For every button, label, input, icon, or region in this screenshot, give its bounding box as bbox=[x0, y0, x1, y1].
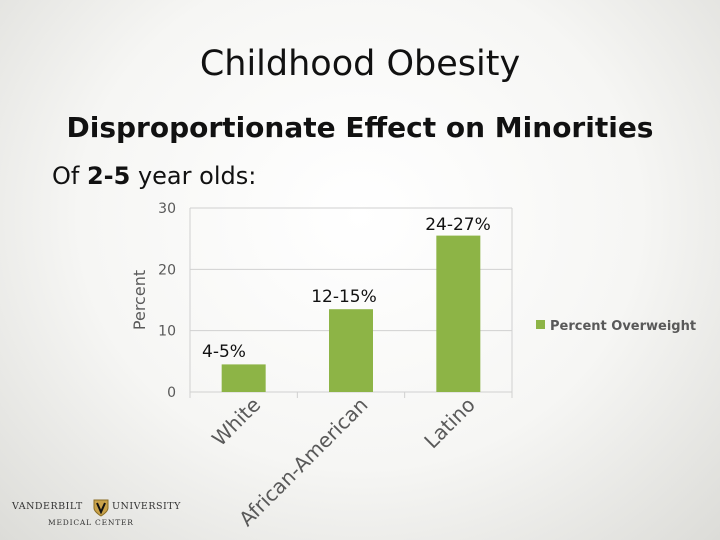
bar-latino bbox=[436, 235, 481, 392]
y-tick-label: 20 bbox=[158, 262, 176, 278]
y-tick-label: 10 bbox=[158, 324, 176, 340]
data-label-white: 4-5% bbox=[202, 342, 246, 362]
data-label-latino: 24-27% bbox=[425, 215, 491, 235]
y-tick-label: 30 bbox=[158, 201, 176, 217]
logo-right-word: UNIVERSITY bbox=[112, 501, 181, 512]
bar-white bbox=[221, 364, 266, 392]
bar-african-american bbox=[329, 309, 373, 392]
logo-bottom-text: MEDICAL CENTER bbox=[48, 518, 134, 527]
intro-age-range: 2-5 bbox=[86, 162, 131, 190]
intro-prefix: Of bbox=[52, 162, 87, 190]
slide-title: Childhood Obesity bbox=[199, 44, 521, 84]
logo-left-word: VANDERBILT bbox=[12, 501, 83, 512]
y-axis-label: Percent bbox=[130, 270, 149, 330]
intro-suffix: year olds: bbox=[130, 162, 257, 190]
legend-swatch bbox=[536, 320, 545, 329]
shield-icon bbox=[93, 499, 109, 517]
vanderbilt-logo: VANDERBILT UNIVERSITY MEDICAL CENTER bbox=[12, 499, 182, 531]
legend-label: Percent Overweight bbox=[550, 319, 696, 334]
slide-subtitle: Disproportionate Effect on Minorities bbox=[66, 111, 654, 144]
y-tick-label: 0 bbox=[167, 385, 176, 401]
category-label-latino: Latino bbox=[419, 393, 480, 454]
intro-text: Of 2-5 year olds: bbox=[52, 162, 256, 190]
bars bbox=[221, 235, 481, 392]
y-tick-labels: 0 10 20 30 bbox=[158, 201, 176, 401]
data-labels: 4-5% 12-15% 24-27% bbox=[202, 215, 491, 362]
category-label-white: White bbox=[207, 393, 265, 451]
data-label-african-american: 12-15% bbox=[311, 287, 377, 307]
legend: Percent Overweight bbox=[536, 319, 696, 334]
